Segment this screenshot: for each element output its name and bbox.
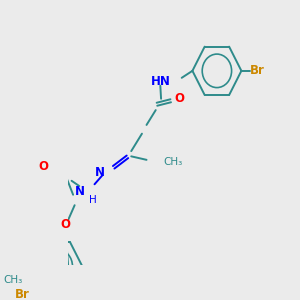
Text: HN: HN — [151, 75, 171, 88]
Text: N: N — [95, 166, 105, 178]
Text: O: O — [174, 92, 184, 105]
Text: Br: Br — [250, 64, 265, 77]
Text: O: O — [61, 218, 70, 231]
Text: H: H — [89, 195, 97, 205]
Text: CH₃: CH₃ — [3, 275, 22, 285]
Text: O: O — [38, 160, 48, 173]
Text: Br: Br — [15, 288, 30, 300]
Text: CH₃: CH₃ — [164, 157, 183, 166]
Text: N: N — [75, 185, 85, 198]
